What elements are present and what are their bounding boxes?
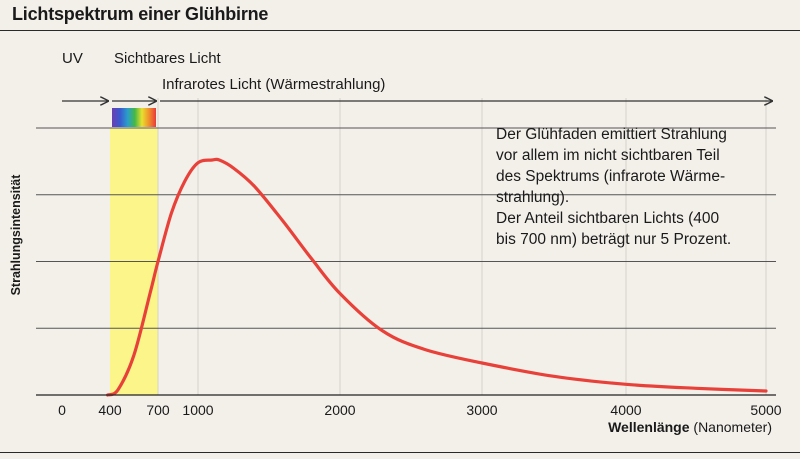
region-label-visible: Sichtbares Licht <box>114 50 221 67</box>
annotation-text: Der Glühfaden emittiert Strahlung vor al… <box>496 124 786 250</box>
annotation-line: strahlung). <box>496 189 570 206</box>
x-tick-label: 0 <box>58 402 66 418</box>
x-tick-label: 700 <box>146 402 170 418</box>
intensity-curve <box>106 157 768 397</box>
annotation-line: des Spektrums (infrarote Wärme- <box>496 168 726 185</box>
x-axis-label-name: Wellenlänge <box>608 419 690 435</box>
region-label-infrared: Infrarotes Licht (Wärmestrahlung) <box>162 76 386 93</box>
y-axis-label: Strahlungsintensität <box>9 174 23 296</box>
x-tick-label: 4000 <box>610 402 641 418</box>
annotation-line: Der Anteil sichtbaren Lichts (400 <box>496 210 720 227</box>
x-tick-label: 5000 <box>750 402 781 418</box>
x-axis-label-unit: (Nanometer) <box>693 419 772 435</box>
x-tick-label: 400 <box>98 402 122 418</box>
x-axis-label: Wellenlänge (Nanometer) <box>608 419 772 435</box>
region-label-uv: UV <box>62 50 83 67</box>
annotation-line: bis 700 nm) beträgt nur 5 Prozent. <box>496 231 732 248</box>
annotation-line: Der Glühfaden emittiert Strahlung <box>496 126 727 143</box>
bottom-divider <box>0 452 800 453</box>
chart-title: Lichtspektrum einer Glühbirne <box>12 4 269 24</box>
visible-spectrum-strip <box>112 108 156 127</box>
title-divider <box>0 30 800 31</box>
x-tick-label: 3000 <box>466 402 497 418</box>
annotation-line: vor allem im nicht sichtbaren Teil <box>496 147 720 164</box>
x-tick-label: 1000 <box>182 402 213 418</box>
x-tick-label: 2000 <box>324 402 355 418</box>
